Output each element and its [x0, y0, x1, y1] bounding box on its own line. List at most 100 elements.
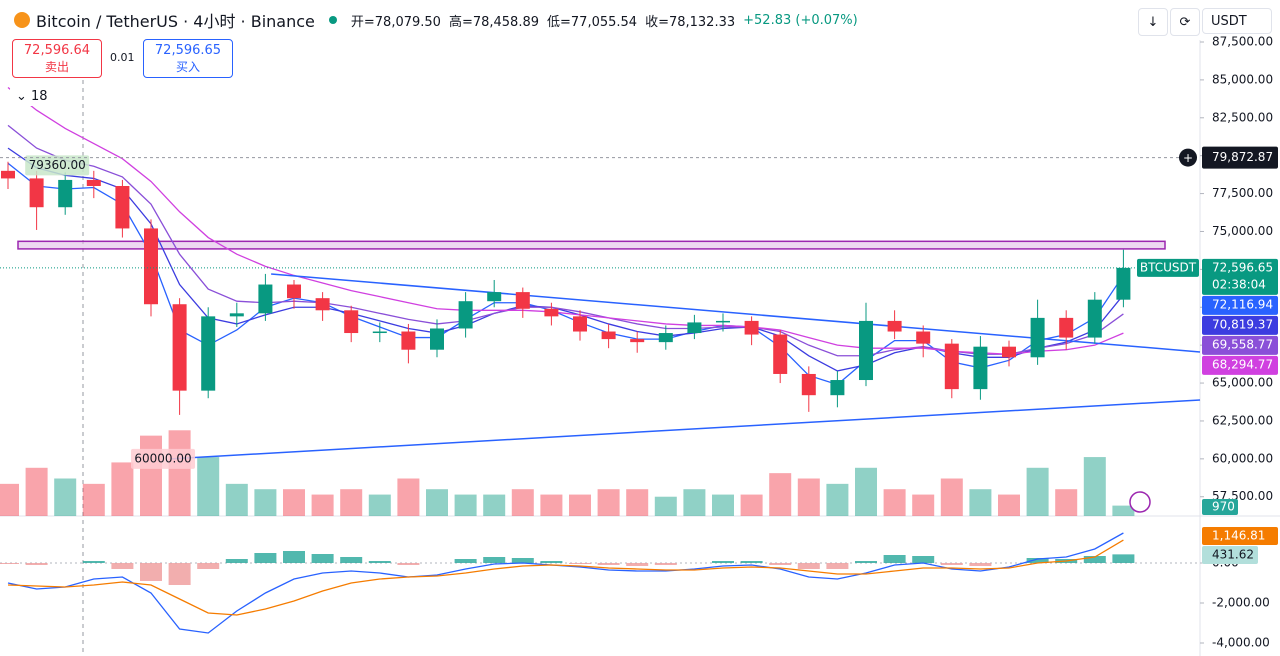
download-button[interactable]: ↓	[1138, 8, 1168, 36]
candle-body	[773, 334, 788, 374]
candle-body	[601, 331, 616, 340]
candle-body	[515, 292, 530, 309]
candle-body	[744, 320, 759, 335]
volume-bar	[626, 489, 649, 516]
volume-bar	[340, 489, 363, 516]
volume-bar	[540, 494, 563, 516]
crosshair-label-bg	[1202, 146, 1278, 169]
y-tick-label: 65,000.00	[1212, 376, 1273, 390]
y-tick-label: 62,500.00	[1212, 413, 1273, 427]
ma-label-bg	[1202, 355, 1278, 375]
y-tick-label: 87,500.00	[1212, 34, 1273, 48]
signal-last-label: 1,146.81	[1212, 529, 1265, 543]
ma-label-bg	[1202, 295, 1278, 315]
status-dot	[328, 16, 337, 24]
volume-bar	[368, 494, 391, 516]
candle-body	[258, 284, 273, 314]
candle-body	[801, 373, 816, 396]
indicator-toggle[interactable]: ⌄ 18	[10, 86, 54, 106]
macd-histogram-bar	[912, 556, 935, 563]
candle-body	[458, 301, 473, 329]
macd-histogram-bar	[511, 558, 534, 563]
signal-label-bg	[1202, 527, 1278, 545]
candle-body	[1030, 317, 1045, 358]
volume-bar	[654, 496, 677, 516]
candle-body	[115, 185, 130, 229]
macd-histogram-bar	[540, 561, 563, 563]
volume-bar	[712, 494, 734, 516]
volume-bar	[597, 489, 620, 516]
candle-body	[58, 179, 73, 208]
macd-histogram-bar	[225, 559, 248, 563]
last-price-label: 72,596.65	[1212, 260, 1273, 274]
candle-body	[687, 322, 702, 334]
volume-bar	[1026, 467, 1049, 516]
macd-histogram-bar	[311, 554, 334, 563]
macd-histogram-bar	[0, 563, 19, 564]
trendline	[170, 399, 1201, 460]
candle-body	[372, 331, 387, 334]
currency-select[interactable]: USDT	[1202, 8, 1272, 34]
macd-histogram-bar	[197, 563, 220, 569]
macd-histogram-bar	[1083, 556, 1106, 563]
macd-y-tick-label: -2,000.00	[1212, 596, 1270, 610]
y-tick-label: 75,000.00	[1212, 224, 1273, 238]
candle-body	[401, 331, 416, 350]
coin-icon	[14, 12, 30, 28]
macd-histogram-bar	[883, 555, 906, 563]
moving-average	[7, 124, 1124, 357]
volume-bar	[82, 483, 105, 516]
signal-line	[7, 539, 1124, 616]
crosshair-label: 79,872.87	[1212, 150, 1273, 164]
volume-bar	[998, 494, 1020, 516]
refresh-button[interactable]: ⟳	[1170, 8, 1200, 36]
volume-bar	[197, 457, 220, 516]
candle-body	[287, 284, 301, 299]
macd-histogram-bar	[826, 563, 849, 569]
volume-bar	[254, 489, 277, 516]
candle-body	[430, 328, 444, 350]
countdown: 02:38:04	[1212, 277, 1266, 291]
candle-body	[487, 292, 502, 302]
candle-body	[29, 178, 44, 208]
candle-body	[916, 331, 931, 344]
buy-price: 72,596.65	[154, 43, 222, 58]
volume-bar	[454, 494, 477, 516]
y-tick-label: 77,500.00	[1212, 186, 1273, 200]
macd-histogram-bar	[940, 563, 963, 565]
candle-body	[887, 320, 902, 332]
buy-button[interactable]: 72,596.65 买入	[143, 39, 233, 78]
macd-histogram-bar	[769, 563, 792, 565]
annotation-bg	[25, 155, 90, 176]
volume-bar	[683, 489, 706, 516]
candle-body	[201, 316, 216, 391]
candle-body	[573, 316, 587, 332]
volume-bar	[855, 467, 877, 516]
ma-last-label: 69,558.77	[1212, 337, 1273, 351]
macd-histogram-bar	[1112, 554, 1135, 563]
order-qty[interactable]: 0.01	[110, 51, 135, 64]
candle-body	[716, 320, 730, 323]
volume-bar	[111, 462, 134, 516]
sell-button[interactable]: 72,596.64 卖出	[12, 39, 102, 78]
volume-bar	[569, 494, 591, 516]
volume-last-label: 970	[1212, 500, 1235, 514]
volume-bar	[311, 494, 334, 516]
ma-last-label: 68,294.77	[1212, 357, 1273, 371]
hist-label-bg	[1202, 546, 1258, 564]
volume-bar	[225, 483, 248, 516]
annotation-bg	[131, 448, 196, 469]
ma-last-label: 72,116.94	[1212, 297, 1273, 311]
volume-bar	[969, 489, 992, 516]
ma-last-label: 70,819.37	[1212, 317, 1273, 331]
lightning-icon	[1129, 491, 1151, 513]
candle-body	[1002, 346, 1016, 358]
volume-bar	[1112, 505, 1135, 516]
volume-bar	[54, 478, 77, 516]
volume-bar	[511, 489, 534, 516]
macd-histogram-bar	[454, 559, 477, 563]
candle-body	[1087, 299, 1102, 338]
candle-body	[944, 343, 959, 390]
candle-body	[973, 346, 988, 390]
